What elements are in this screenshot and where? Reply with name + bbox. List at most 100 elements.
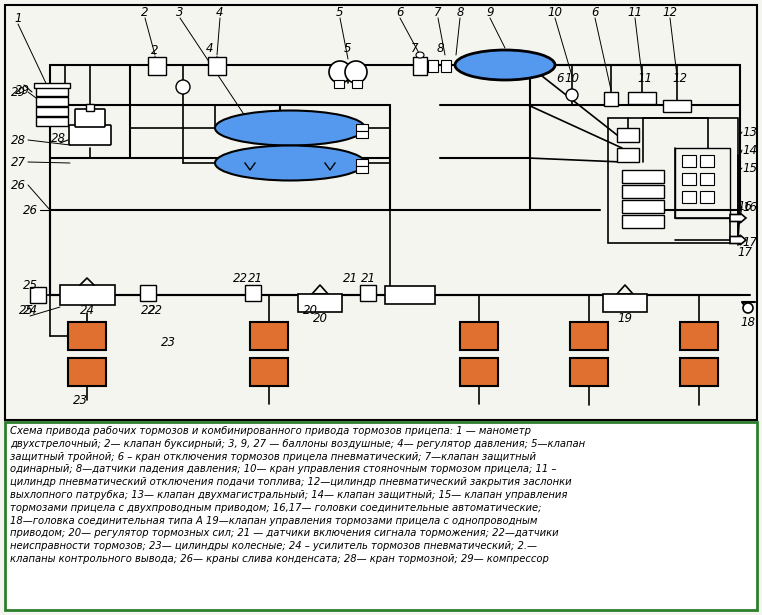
Text: 2: 2 bbox=[141, 6, 149, 18]
Bar bbox=[680, 322, 718, 350]
Text: 4: 4 bbox=[207, 41, 214, 55]
Bar bbox=[5, 5, 757, 420]
Text: 24: 24 bbox=[23, 303, 37, 317]
Text: 6: 6 bbox=[556, 71, 564, 84]
Text: 11: 11 bbox=[627, 6, 642, 18]
Text: 5: 5 bbox=[344, 41, 352, 55]
Bar bbox=[700, 191, 714, 203]
Text: 22: 22 bbox=[232, 271, 248, 285]
Text: 7: 7 bbox=[434, 6, 442, 18]
Bar bbox=[5, 422, 757, 610]
Text: 5: 5 bbox=[336, 6, 344, 18]
Bar bbox=[460, 322, 498, 350]
Ellipse shape bbox=[176, 80, 190, 94]
Text: 23: 23 bbox=[161, 336, 175, 349]
Bar bbox=[356, 159, 368, 166]
Bar bbox=[603, 294, 647, 312]
Bar bbox=[617, 128, 639, 142]
Bar bbox=[617, 148, 639, 162]
Bar bbox=[36, 107, 68, 116]
Bar bbox=[250, 322, 288, 350]
FancyBboxPatch shape bbox=[75, 109, 105, 127]
Text: 28: 28 bbox=[11, 133, 25, 146]
Text: 3: 3 bbox=[176, 6, 184, 18]
Text: 10: 10 bbox=[565, 71, 579, 84]
Text: 21: 21 bbox=[342, 271, 357, 285]
Bar bbox=[140, 285, 156, 301]
Bar bbox=[352, 80, 362, 88]
Ellipse shape bbox=[416, 52, 424, 58]
Text: 15: 15 bbox=[742, 162, 757, 175]
Text: 27: 27 bbox=[11, 156, 25, 169]
Bar bbox=[628, 92, 656, 104]
Text: 22: 22 bbox=[148, 303, 162, 317]
Bar bbox=[428, 60, 438, 72]
Text: 23: 23 bbox=[72, 394, 88, 407]
Text: 14: 14 bbox=[742, 143, 757, 156]
Bar bbox=[34, 83, 70, 88]
Text: 29: 29 bbox=[11, 85, 25, 98]
Bar bbox=[680, 358, 718, 386]
Text: 17: 17 bbox=[738, 245, 753, 258]
Text: 26: 26 bbox=[23, 204, 37, 216]
Bar bbox=[36, 117, 68, 126]
Text: 7: 7 bbox=[411, 41, 419, 55]
Bar bbox=[356, 124, 368, 131]
Bar bbox=[36, 87, 68, 96]
Text: 1: 1 bbox=[14, 12, 22, 25]
Ellipse shape bbox=[455, 50, 555, 80]
Text: 26: 26 bbox=[11, 178, 25, 191]
Text: 9: 9 bbox=[486, 6, 494, 18]
Text: 16: 16 bbox=[742, 200, 757, 213]
Bar bbox=[682, 173, 696, 185]
Text: 2: 2 bbox=[151, 44, 158, 57]
Text: 8: 8 bbox=[437, 41, 443, 55]
Text: 11: 11 bbox=[638, 71, 652, 84]
Bar bbox=[682, 155, 696, 167]
Text: 22: 22 bbox=[140, 303, 155, 317]
Text: 12: 12 bbox=[662, 6, 677, 18]
Bar bbox=[570, 322, 608, 350]
Text: 6: 6 bbox=[591, 6, 599, 18]
Text: 20: 20 bbox=[312, 312, 328, 325]
Text: 25: 25 bbox=[23, 279, 37, 292]
Text: 6: 6 bbox=[396, 6, 404, 18]
Text: 8: 8 bbox=[456, 6, 464, 18]
Bar bbox=[413, 57, 427, 75]
Bar bbox=[608, 118, 738, 243]
Text: 18: 18 bbox=[741, 315, 755, 328]
FancyArrow shape bbox=[730, 213, 746, 223]
Bar bbox=[208, 57, 226, 75]
Ellipse shape bbox=[329, 61, 351, 83]
Bar bbox=[298, 294, 342, 312]
Bar bbox=[604, 92, 618, 106]
Bar bbox=[622, 170, 664, 183]
Bar bbox=[663, 100, 691, 112]
Bar bbox=[700, 155, 714, 167]
Text: 21: 21 bbox=[248, 271, 262, 285]
Text: 17: 17 bbox=[742, 236, 757, 248]
Bar bbox=[356, 131, 368, 138]
Circle shape bbox=[743, 303, 753, 313]
FancyArrow shape bbox=[730, 235, 746, 245]
Bar bbox=[700, 173, 714, 185]
Text: 10: 10 bbox=[548, 6, 562, 18]
Text: 19: 19 bbox=[617, 312, 632, 325]
Text: 13: 13 bbox=[742, 125, 757, 138]
Bar bbox=[245, 285, 261, 301]
Bar bbox=[356, 166, 368, 173]
Bar bbox=[570, 358, 608, 386]
Bar bbox=[68, 358, 106, 386]
Bar bbox=[334, 80, 344, 88]
Text: 20: 20 bbox=[303, 303, 318, 317]
Bar bbox=[682, 191, 696, 203]
Ellipse shape bbox=[345, 61, 367, 83]
Bar bbox=[36, 97, 68, 106]
Bar bbox=[68, 322, 106, 350]
Bar bbox=[622, 200, 664, 213]
Bar bbox=[30, 287, 46, 303]
Bar bbox=[622, 185, 664, 198]
Text: 25: 25 bbox=[18, 303, 34, 317]
Bar bbox=[675, 148, 730, 218]
Bar bbox=[360, 285, 376, 301]
